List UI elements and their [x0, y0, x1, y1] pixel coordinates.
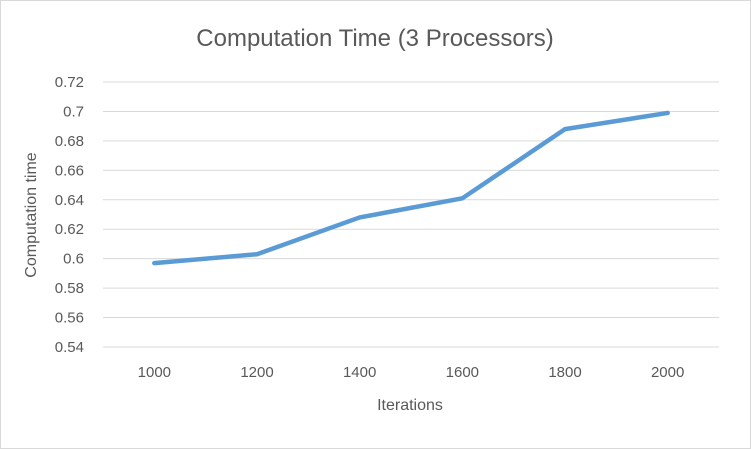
y-tick-label: 0.56: [55, 310, 84, 327]
data-point: [460, 196, 465, 201]
x-tick-labels: 1000 1200 1400 1600 1800 2000: [138, 364, 685, 381]
series-group: [152, 110, 670, 266]
data-point: [665, 110, 670, 115]
x-tick-label: 1600: [446, 364, 479, 381]
x-tick-label: 1400: [343, 364, 376, 381]
x-tick-label: 1000: [138, 364, 171, 381]
x-axis-label: Iterations: [377, 397, 443, 414]
x-tick-label: 2000: [651, 364, 684, 381]
y-tick-label: 0.6: [63, 251, 84, 268]
data-point: [563, 127, 567, 132]
y-tick-label: 0.64: [55, 192, 84, 209]
y-tick-label: 0.7: [63, 103, 84, 120]
series-line-0: [152, 110, 670, 266]
y-tick-label: 0.54: [55, 339, 84, 356]
y-tick-labels: 0.54 0.56 0.58 0.6 0.62 0.64 0.66 0.68 0.7 0.72: [55, 74, 84, 356]
y-axis-label: Computation time: [23, 152, 40, 277]
data-point: [357, 215, 362, 220]
y-tick-label: 0.68: [55, 133, 84, 150]
x-tick-label: 1200: [240, 364, 273, 381]
data-point: [152, 261, 157, 266]
y-tick-label: 0.72: [55, 74, 84, 91]
data-point: [255, 252, 259, 257]
y-tick-label: 0.62: [55, 221, 84, 238]
x-tick-label: 1800: [548, 364, 581, 381]
y-tick-label: 0.58: [55, 280, 84, 297]
gridlines: [103, 81, 719, 348]
chart-title: Computation Time (3 Processors): [196, 25, 553, 52]
y-tick-label: 0.66: [55, 162, 84, 179]
